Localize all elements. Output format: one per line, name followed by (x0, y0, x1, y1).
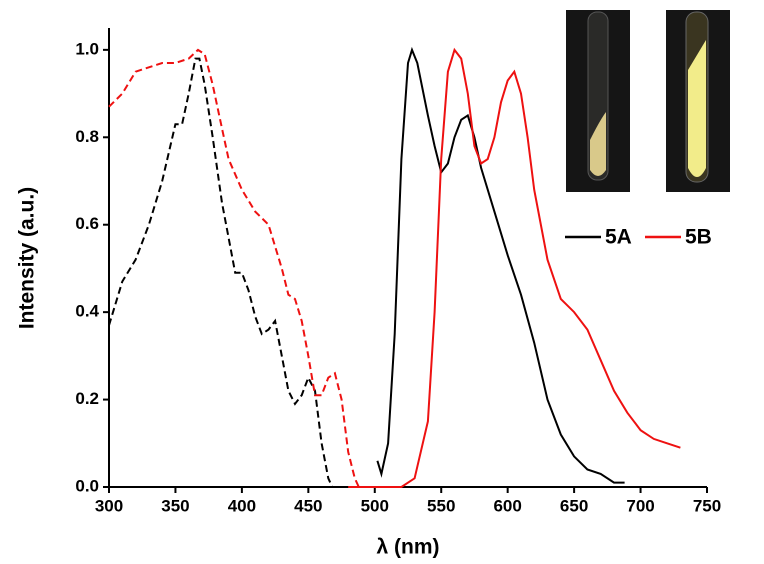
y-tick-label: 0.2 (75, 389, 99, 408)
x-tick-label: 350 (161, 496, 189, 515)
x-tick-label: 550 (427, 496, 455, 515)
x-tick-label: 400 (228, 496, 256, 515)
y-tick-label: 0.4 (75, 302, 99, 321)
x-tick-label: 750 (693, 496, 721, 515)
powder (590, 112, 606, 176)
legend-label: 5B (685, 226, 712, 249)
powder (688, 40, 706, 177)
inset-photos (566, 10, 730, 192)
x-tick-label: 500 (361, 496, 389, 515)
line (348, 47, 681, 488)
y-tick-label: 0.0 (75, 476, 99, 495)
y-tick-label: 0.8 (75, 127, 99, 146)
legend-label: 5A (605, 226, 632, 249)
x-tick-label: 700 (626, 496, 654, 515)
x-tick-label: 450 (294, 496, 322, 515)
y-tick-label: 0.6 (75, 214, 99, 233)
line (376, 46, 625, 484)
x-tick-label: 650 (560, 496, 588, 515)
x-axis-label: λ (nm) (377, 536, 440, 559)
dashed-line (108, 48, 360, 488)
x-tick-label: 300 (95, 496, 123, 515)
x-tick-label: 600 (493, 496, 521, 515)
y-tick-label: 1.0 (75, 39, 99, 58)
y-axis-label: Intensity (a.u.) (16, 187, 39, 329)
dashed-line (108, 57, 334, 488)
